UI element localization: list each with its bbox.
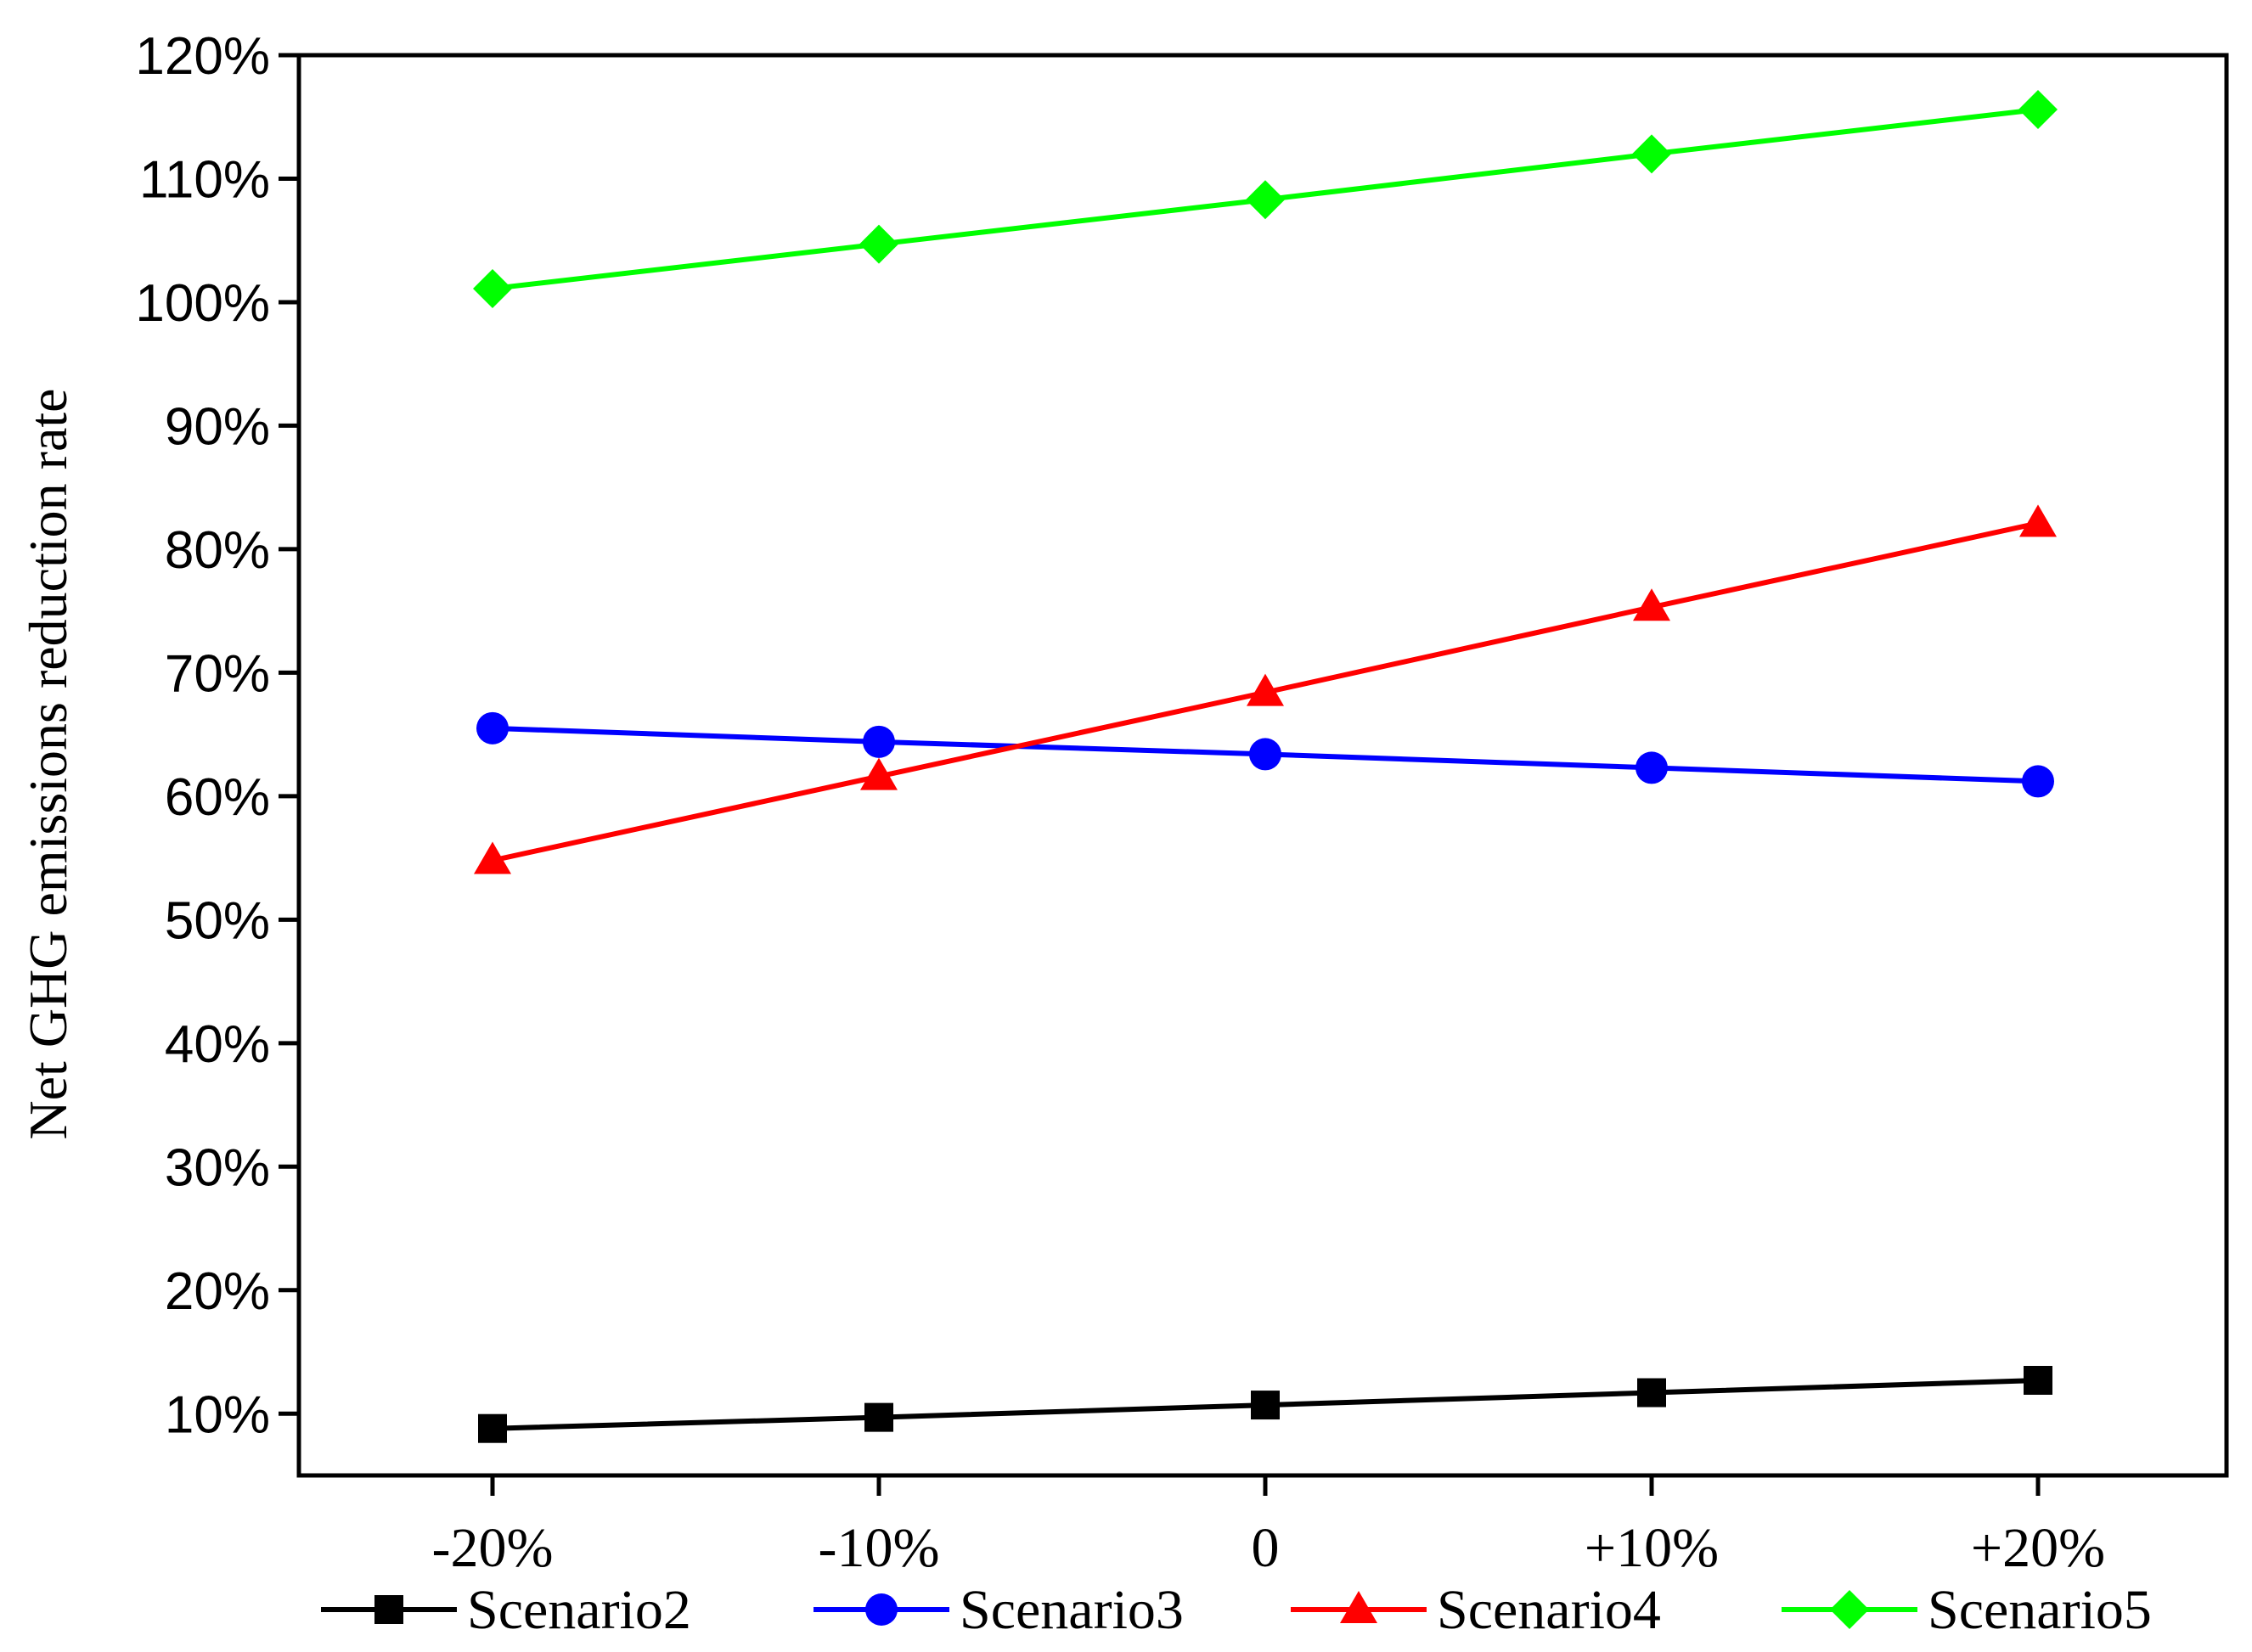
plot-series [473, 90, 2058, 1443]
y-tick-label: 120% [135, 27, 270, 86]
y-tick-label: 110% [139, 150, 270, 209]
data-point-scenario2 [1637, 1378, 1666, 1408]
x-tick-label: +10% [1585, 1517, 1719, 1579]
x-tick-label: -10% [819, 1517, 940, 1579]
y-tick-label: 70% [165, 644, 270, 703]
data-point-scenario4 [474, 841, 511, 874]
data-point-scenario5 [1246, 180, 1285, 220]
data-point-scenario5 [1632, 134, 1671, 174]
data-point-scenario2 [478, 1413, 507, 1443]
x-axis: -20% -10% 0 +10% +20% [432, 1475, 2105, 1579]
data-point-scenario5 [473, 268, 512, 308]
data-point-scenario2 [1251, 1391, 1280, 1420]
y-tick-label: 50% [165, 891, 270, 950]
y-tick-label: 60% [165, 768, 270, 827]
data-point-scenario2 [2024, 1365, 2052, 1395]
legend-label-scenario4: Scenario4 [1437, 1579, 1661, 1641]
y-tick-label: 100% [135, 274, 270, 333]
x-tick-label: 0 [1252, 1517, 1280, 1579]
data-point-scenario3 [1636, 751, 1668, 784]
data-point-scenario4 [1247, 673, 1284, 706]
legend-marker-scenario5 [1830, 1590, 1869, 1629]
x-tick-label: -20% [432, 1517, 554, 1579]
data-point-scenario3 [2022, 765, 2054, 798]
y-tick-label: 40% [165, 1015, 270, 1074]
plot-frame [296, 53, 2229, 1478]
y-tick-label: 10% [165, 1385, 270, 1444]
data-point-scenario3 [863, 725, 895, 758]
y-tick-label: 20% [165, 1262, 270, 1321]
data-point-scenario2 [864, 1402, 893, 1432]
data-point-scenario5 [2018, 90, 2058, 130]
data-point-scenario3 [476, 711, 509, 745]
legend-marker-scenario2 [374, 1595, 403, 1624]
y-axis: 10% 20% 30% 40% 50% 60% 70% 80% 90% 100% 110% 120% [135, 27, 299, 1444]
legend-label-scenario5: Scenario5 [1928, 1579, 2152, 1641]
legend-marker-scenario3 [865, 1593, 898, 1626]
y-tick-label: 80% [165, 521, 270, 580]
legend: Scenario2 Scenario3 Scenario4 Scenario5 [321, 1579, 2152, 1641]
data-point-scenario5 [859, 224, 898, 264]
y-tick-label: 30% [165, 1138, 270, 1197]
legend-marker-scenario4 [1340, 1591, 1377, 1623]
data-point-scenario4 [1633, 588, 1670, 621]
y-axis-title: Net GHG emissions reduction rate [18, 388, 78, 1139]
legend-label-scenario3: Scenario3 [960, 1579, 1184, 1641]
data-point-scenario3 [1249, 738, 1281, 771]
data-point-scenario4 [860, 757, 898, 790]
data-point-scenario4 [2019, 504, 2057, 537]
y-tick-label: 90% [165, 397, 270, 456]
x-tick-label: +20% [1971, 1517, 2105, 1579]
legend-label-scenario2: Scenario2 [467, 1579, 691, 1641]
